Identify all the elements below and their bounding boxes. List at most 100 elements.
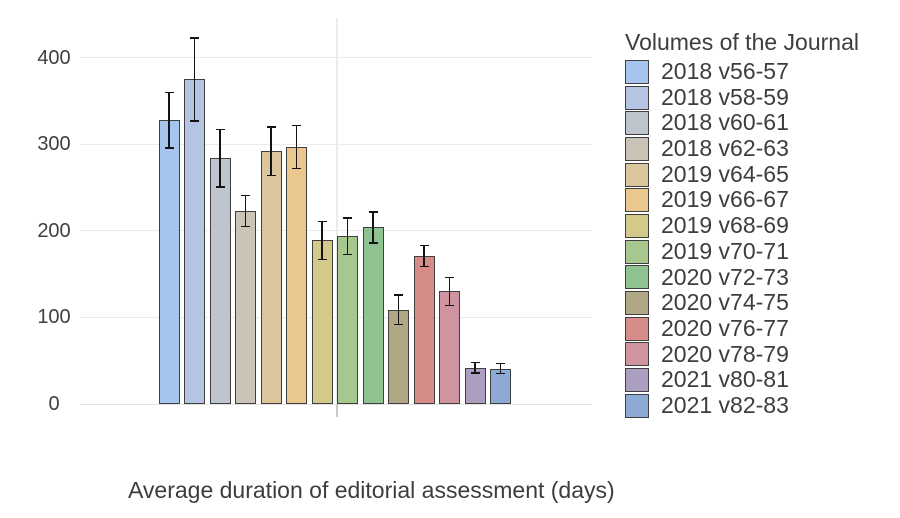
error-bar-cap xyxy=(292,167,301,170)
error-bar xyxy=(270,127,272,176)
bar[interactable] xyxy=(158,120,180,404)
y-tick-label: 0 xyxy=(48,393,60,415)
error-bar-cap xyxy=(496,362,505,365)
error-bar-cap xyxy=(445,304,454,307)
error-bar-cap xyxy=(241,194,250,197)
legend-item[interactable]: 2019 v68-69 xyxy=(625,212,859,239)
legend-item[interactable]: 2019 v70-71 xyxy=(625,237,859,265)
legend-swatch xyxy=(625,85,649,110)
bar[interactable] xyxy=(184,79,205,404)
legend-item[interactable]: 2018 v62-63 xyxy=(625,135,859,162)
legend-item-label: 2021 v82-83 xyxy=(661,391,789,418)
legend-item-label: 2020 v78-79 xyxy=(661,340,789,367)
legend-item-label: 2019 v68-69 xyxy=(661,212,789,239)
legend-item[interactable]: 2019 v66-67 xyxy=(625,187,859,213)
error-bar-cap xyxy=(190,37,199,39)
error-bar-cap xyxy=(241,225,250,228)
y-tick-label: 200 xyxy=(37,219,71,242)
y-tick-label: 400 xyxy=(37,46,71,69)
error-bar-cap xyxy=(317,220,327,223)
legend-item-label: 2018 v62-63 xyxy=(661,135,789,162)
error-bar xyxy=(321,221,323,260)
error-bar-cap xyxy=(164,91,174,94)
bar[interactable] xyxy=(439,291,460,404)
x-axis-label: Average duration of editorial assessment… xyxy=(128,477,615,503)
x-axis-tick xyxy=(335,404,338,417)
legend-swatch xyxy=(625,59,649,84)
legend-item[interactable]: 2019 v64-65 xyxy=(625,160,859,188)
legend-item[interactable]: 2020 v76-77 xyxy=(625,314,859,342)
error-bar-cap xyxy=(215,186,225,188)
error-bar-cap xyxy=(394,294,403,296)
legend-item-label: 2019 v64-65 xyxy=(661,160,789,187)
error-bar xyxy=(474,362,476,373)
error-bar-cap xyxy=(317,258,327,261)
gridline xyxy=(335,18,338,404)
error-bar xyxy=(219,129,221,187)
error-bar-cap xyxy=(266,174,276,177)
bar[interactable] xyxy=(311,240,333,404)
error-bar-cap xyxy=(343,253,352,256)
legend-swatch xyxy=(625,265,649,290)
error-bar-cap xyxy=(164,147,174,149)
error-bar-cap xyxy=(343,217,352,219)
bar[interactable] xyxy=(413,255,435,404)
legend-swatch xyxy=(625,188,649,213)
bar[interactable] xyxy=(260,151,282,404)
legend-item[interactable]: 2018 v60-61 xyxy=(625,110,859,136)
legend-swatch xyxy=(625,393,649,418)
error-bar-cap xyxy=(496,372,505,375)
legend-item[interactable]: 2020 v74-75 xyxy=(625,289,859,316)
error-bar-cap xyxy=(419,244,429,247)
y-tick-label: 300 xyxy=(37,133,71,156)
error-bar-cap xyxy=(445,276,454,279)
error-bar-cap xyxy=(292,124,301,127)
legend-item[interactable]: 2021 v82-83 xyxy=(625,391,859,419)
legend-item[interactable]: 2018 v56-57 xyxy=(625,58,859,85)
legend-swatch xyxy=(625,213,649,238)
legend-item[interactable]: 2021 v80-81 xyxy=(625,367,859,393)
legend-item-label: 2019 v66-67 xyxy=(661,186,789,213)
error-bar xyxy=(397,294,400,325)
legend-swatch xyxy=(625,162,649,187)
legend-swatch xyxy=(625,342,649,367)
legend-item[interactable]: 2018 v58-59 xyxy=(625,84,859,111)
error-bar-cap xyxy=(394,323,403,326)
error-bar-cap xyxy=(215,128,225,131)
legend-swatch xyxy=(625,291,649,316)
legend-item[interactable]: 2020 v78-79 xyxy=(625,340,859,368)
error-bar-cap xyxy=(368,211,378,213)
error-bar-cap xyxy=(470,361,480,364)
legend-item-label: 2021 v80-81 xyxy=(661,366,789,393)
error-bar-cap xyxy=(190,120,199,122)
error-bar-cap xyxy=(266,126,276,128)
bar[interactable] xyxy=(337,236,358,404)
bar[interactable] xyxy=(362,227,384,404)
bar[interactable] xyxy=(209,158,231,404)
legend-item-label: 2019 v70-71 xyxy=(661,237,789,264)
legend-item-label: 2020 v76-77 xyxy=(661,314,789,341)
legend-item-label: 2018 v56-57 xyxy=(661,58,789,84)
error-bar xyxy=(244,195,247,227)
legend-swatch xyxy=(625,136,649,161)
error-bar xyxy=(295,125,298,169)
legend-item-label: 2020 v74-75 xyxy=(661,289,789,316)
legend-title: Volumes of the Journal xyxy=(625,29,859,55)
error-bar-cap xyxy=(419,265,429,268)
legend-swatch xyxy=(625,368,649,393)
error-bar xyxy=(168,92,170,148)
bar[interactable] xyxy=(235,210,256,404)
legend: Volumes of the Journal 2018 v56-57 2018 v… xyxy=(625,29,859,419)
legend-swatch xyxy=(625,239,649,264)
bar[interactable] xyxy=(286,146,307,404)
legend-swatch xyxy=(625,316,649,341)
error-bar-cap xyxy=(368,242,378,244)
legend-items: 2018 v56-57 2018 v58-59 2018 v60-61 2018 v6… xyxy=(625,58,859,419)
legend-swatch xyxy=(625,111,649,136)
legend-item[interactable]: 2020 v72-73 xyxy=(625,263,859,291)
error-bar xyxy=(448,277,451,306)
legend-item-label: 2018 v60-61 xyxy=(661,109,789,136)
legend-item-label: 2020 v72-73 xyxy=(661,263,789,290)
y-tick-label: 100 xyxy=(37,306,71,329)
